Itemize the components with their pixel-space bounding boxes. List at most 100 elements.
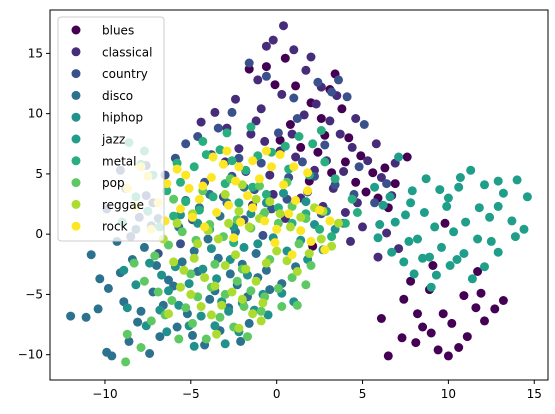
- legend-marker-rock: [71, 221, 81, 231]
- point-pop: [255, 181, 264, 191]
- point-classical: [279, 21, 288, 31]
- point-rock: [270, 238, 280, 248]
- point-reggae: [196, 302, 206, 311]
- point-disco: [93, 304, 103, 314]
- point-reggae: [189, 253, 199, 263]
- point-blues: [498, 296, 508, 305]
- point-pop: [177, 227, 187, 237]
- point-country: [289, 93, 299, 103]
- point-hiphop: [301, 197, 311, 207]
- point-disco: [251, 249, 261, 258]
- point-blues: [261, 62, 271, 72]
- point-reggae: [164, 309, 173, 319]
- x-axis: −10 −5 0 5 10 15: [92, 380, 542, 401]
- point-disco: [124, 336, 134, 346]
- point-reggae: [227, 287, 237, 297]
- point-metal: [201, 150, 211, 160]
- point-metal: [246, 122, 256, 132]
- point-hiphop: [193, 218, 203, 228]
- legend-marker-classical: [71, 47, 81, 57]
- point-jazz: [378, 200, 388, 210]
- point-country: [213, 123, 223, 133]
- point-pop: [243, 332, 252, 342]
- y-tick-label: 15: [28, 46, 43, 60]
- x-tick-label: 10: [441, 387, 456, 401]
- point-pop: [287, 273, 297, 283]
- point-blues: [462, 332, 472, 342]
- point-blues: [428, 261, 438, 270]
- point-disco: [152, 261, 161, 270]
- point-pop: [193, 292, 203, 302]
- point-jazz: [474, 203, 484, 213]
- point-jazz: [370, 182, 380, 192]
- point-jazz: [493, 176, 503, 186]
- point-pop: [232, 276, 242, 286]
- point-pop: [164, 240, 173, 250]
- point-metal: [280, 141, 290, 151]
- point-metal: [227, 156, 237, 166]
- point-rock: [267, 162, 276, 172]
- point-classical: [277, 89, 287, 99]
- point-country: [327, 87, 337, 97]
- point-jazz: [442, 201, 452, 211]
- point-reggae: [220, 189, 230, 199]
- point-disco: [136, 306, 146, 316]
- y-tick-label: −5: [25, 287, 43, 301]
- point-rock: [255, 174, 264, 184]
- point-hiphop: [174, 300, 184, 310]
- point-pop: [301, 280, 311, 290]
- point-blues: [291, 81, 301, 91]
- point-classical: [373, 252, 383, 262]
- point-disco: [103, 283, 113, 293]
- point-country: [261, 71, 271, 81]
- point-rock: [172, 164, 182, 174]
- point-rock: [296, 226, 306, 236]
- point-reggae: [296, 212, 306, 222]
- point-jazz: [401, 210, 410, 220]
- point-pop: [188, 318, 197, 328]
- point-rock: [181, 170, 191, 180]
- point-reggae: [258, 298, 268, 308]
- point-rock: [275, 150, 285, 160]
- point-pop: [174, 334, 184, 344]
- point-pop: [139, 276, 149, 286]
- point-pop: [169, 194, 179, 204]
- point-blues: [285, 120, 295, 129]
- point-rock: [303, 168, 313, 178]
- point-classical: [358, 222, 367, 232]
- point-blues: [433, 345, 443, 355]
- point-hiphop: [224, 306, 234, 316]
- point-disco: [139, 242, 149, 252]
- point-reggae: [212, 329, 222, 339]
- point-jazz: [454, 182, 464, 192]
- point-disco: [133, 317, 143, 327]
- legend-marker-hiphop: [71, 112, 81, 122]
- points-layer: [66, 21, 532, 367]
- point-pop: [167, 296, 177, 305]
- y-tick-label: 5: [35, 167, 43, 181]
- point-jazz: [510, 232, 520, 242]
- point-blues: [454, 343, 464, 352]
- point-classical: [394, 244, 404, 254]
- point-jazz: [486, 236, 496, 246]
- point-metal: [352, 208, 362, 217]
- point-classical: [371, 139, 381, 149]
- point-pop: [181, 303, 191, 313]
- y-tick-label: 10: [28, 107, 43, 121]
- point-rock: [248, 203, 258, 213]
- point-reggae: [241, 264, 251, 274]
- point-reggae: [251, 276, 261, 286]
- point-hiphop: [131, 280, 141, 290]
- point-blues: [340, 157, 350, 167]
- point-metal: [320, 157, 330, 167]
- point-jazz: [418, 253, 428, 263]
- point-country: [313, 77, 323, 87]
- point-reggae: [234, 206, 244, 216]
- point-jazz: [480, 180, 489, 190]
- point-jazz: [452, 255, 462, 264]
- point-pop: [215, 312, 225, 322]
- point-blues: [376, 314, 386, 323]
- point-blues: [368, 168, 378, 178]
- point-blues: [270, 80, 280, 90]
- point-jazz: [435, 185, 445, 195]
